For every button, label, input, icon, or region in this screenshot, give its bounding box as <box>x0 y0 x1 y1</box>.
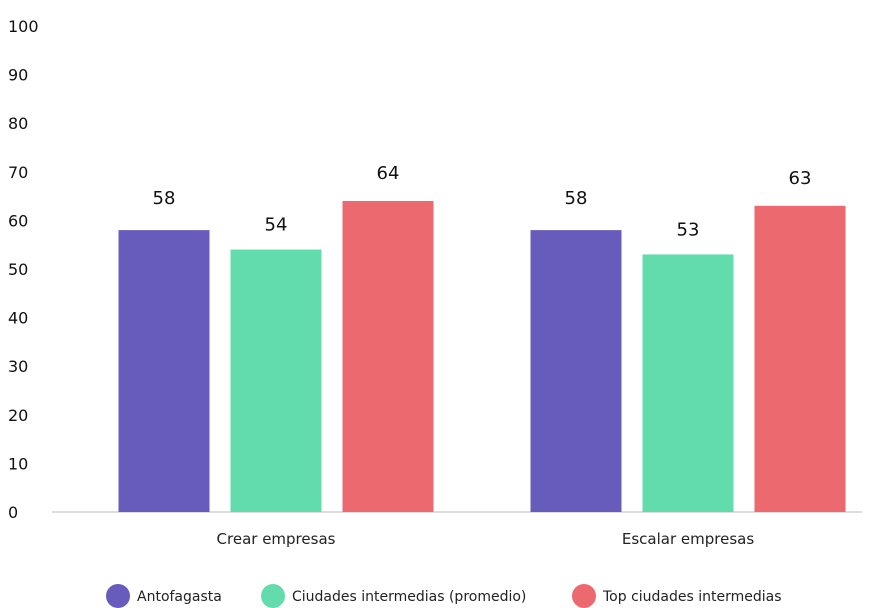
bar <box>118 230 210 512</box>
bar <box>230 249 322 512</box>
data-label: 54 <box>265 215 288 236</box>
y-tick-label: 0 <box>8 503 18 522</box>
y-tick-label: 60 <box>8 211 28 230</box>
y-tick-label: 40 <box>8 309 28 328</box>
data-label: 58 <box>565 188 588 209</box>
legend-label: Antofagasta <box>137 589 222 605</box>
bar <box>342 200 434 512</box>
legend-swatch <box>106 584 130 608</box>
data-labels: 58 54 64 58 53 63 <box>153 163 812 240</box>
y-tick-label: 100 <box>8 17 39 36</box>
legend: Antofagasta Ciudades intermedias (promedi… <box>106 584 782 608</box>
y-tick-label: 80 <box>8 114 28 133</box>
bar <box>530 230 622 512</box>
category-label: Crear empresas <box>217 530 336 548</box>
y-tick-label: 30 <box>8 357 28 376</box>
legend-swatch <box>572 584 596 608</box>
bar <box>754 205 846 512</box>
y-tick-label: 10 <box>8 454 28 473</box>
y-tick-label: 90 <box>8 66 28 85</box>
data-label: 53 <box>677 219 700 240</box>
y-tick-label: 20 <box>8 406 28 425</box>
bars <box>118 200 846 513</box>
data-label: 64 <box>377 163 400 184</box>
bar <box>642 254 734 513</box>
category-label: Escalar empresas <box>622 530 754 548</box>
y-tick-label: 70 <box>8 163 28 182</box>
category-labels: Crear empresas Escalar empresas <box>217 530 755 548</box>
y-tick-label: 50 <box>8 260 28 279</box>
data-label: 58 <box>153 188 176 209</box>
data-label: 63 <box>789 168 812 189</box>
legend-label: Top ciudades intermedias <box>602 589 782 605</box>
legend-swatch <box>261 584 285 608</box>
y-axis-ticks: 0 10 20 30 40 50 60 70 80 90 100 <box>8 17 39 522</box>
legend-label: Ciudades intermedias (promedio) <box>292 589 526 605</box>
